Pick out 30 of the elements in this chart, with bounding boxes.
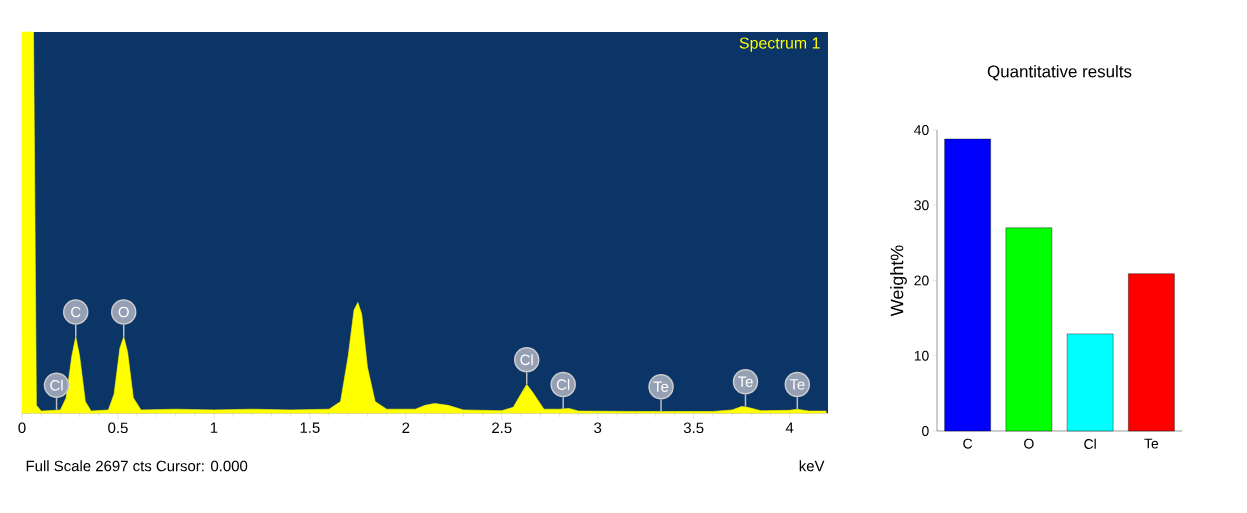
x-tick-label: 3.5 — [683, 422, 704, 434]
y-tick-label: 40 — [914, 125, 929, 135]
y-tick-label: 20 — [914, 275, 929, 286]
y-tick-label: 10 — [914, 350, 929, 361]
x-tick-label: Te — [1144, 438, 1159, 449]
annotation: Cl — [50, 379, 63, 391]
x-tick-label: 2.5 — [492, 422, 512, 434]
annotation: Cl — [556, 378, 570, 390]
x-tick-label: 0.5 — [108, 422, 128, 434]
annotation: Cl — [520, 354, 533, 366]
annotation: Te — [789, 379, 805, 390]
chart-title: Quantitative results — [987, 65, 1132, 81]
x-tick-label: C — [963, 438, 973, 449]
x-tick-label: 1.5 — [300, 422, 320, 433]
x-tick-label: 1 — [210, 422, 218, 433]
x-tick-label: O — [1024, 438, 1034, 449]
annotation: O — [118, 306, 129, 318]
x-tick-label: 0 — [18, 422, 26, 434]
x-tick-label: Cl — [1084, 438, 1096, 449]
x-tick-label: 3 — [594, 422, 602, 434]
y-tick-label: 30 — [914, 200, 929, 211]
x-axis-title: keV — [799, 460, 825, 472]
y-axis-title: Weight% — [890, 245, 907, 317]
annotation: Te — [737, 376, 753, 387]
text: Full Scale 2697 cts Cursor: 0.000 — [26, 460, 248, 472]
text: Spectrum 1 — [739, 37, 820, 52]
x-tick-label: 2 — [402, 422, 410, 433]
annotation: Te — [653, 381, 669, 392]
x-tick-label: 4 — [785, 422, 794, 433]
annotation: C — [71, 306, 81, 318]
